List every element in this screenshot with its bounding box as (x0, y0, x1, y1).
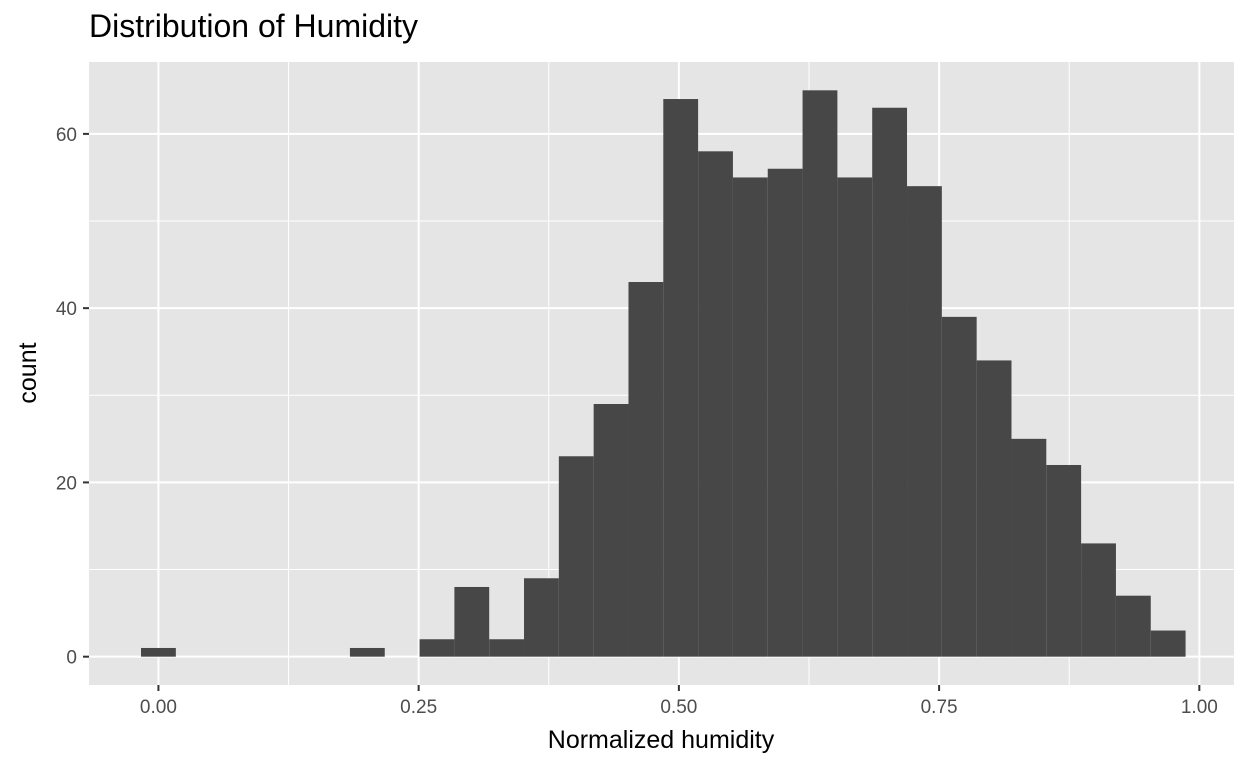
histogram-bar (628, 282, 664, 657)
histogram-bar (349, 647, 385, 657)
histogram-bar (698, 151, 733, 657)
histogram-bar (1011, 438, 1047, 657)
histogram-bar (767, 168, 803, 657)
histogram-bar (976, 360, 1012, 657)
x-tick-label: 0.50 (660, 697, 697, 718)
histogram-bar (872, 107, 908, 657)
y-tick-label: 0 (66, 648, 77, 669)
histogram-bar (1115, 595, 1151, 657)
x-tick-label: 0.25 (400, 697, 437, 718)
histogram-bar (907, 186, 942, 657)
y-axis-title: count (14, 342, 42, 403)
histogram-bar (558, 456, 594, 657)
histogram-bar (663, 99, 699, 657)
histogram-bar (732, 177, 768, 657)
histogram-bar (141, 647, 176, 657)
histogram-bar (941, 316, 977, 657)
histogram-bars (141, 90, 1186, 657)
histogram-bar (1046, 464, 1082, 657)
histogram-bar (1081, 543, 1116, 657)
y-tick-label: 40 (56, 299, 77, 320)
x-tick-label: 1.00 (1181, 697, 1218, 718)
x-axis: 0.00 0.25 0.50 0.75 1.00 (140, 685, 1218, 718)
histogram-bar (802, 90, 838, 657)
y-axis: 0 20 40 60 (56, 125, 89, 669)
histogram-bar (524, 578, 559, 657)
histogram-bar (454, 586, 490, 657)
histogram-bar (593, 403, 629, 657)
x-tick-label: 0.75 (921, 697, 958, 718)
histogram-bar (419, 639, 455, 657)
x-tick-label: 0.00 (140, 697, 177, 718)
histogram-bar (1150, 630, 1186, 657)
chart-title: Distribution of Humidity (89, 8, 418, 44)
histogram-bar (837, 177, 873, 657)
histogram-bar (489, 639, 525, 657)
y-tick-label: 20 (56, 473, 77, 494)
y-tick-label: 60 (56, 125, 77, 146)
x-axis-title: Normalized humidity (548, 726, 775, 754)
